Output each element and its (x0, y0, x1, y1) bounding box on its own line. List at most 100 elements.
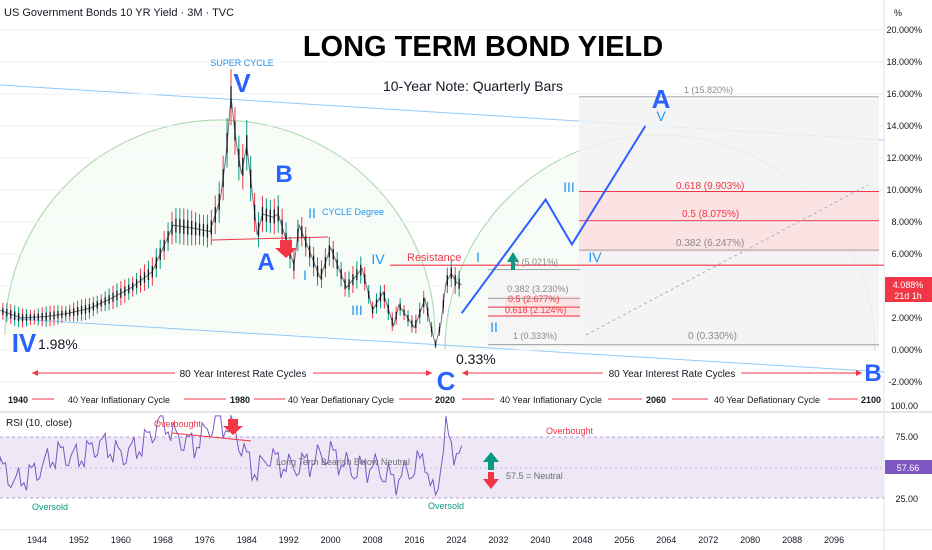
last-price-value: 4.088% (893, 280, 924, 290)
time-tick-label: 1960 (111, 535, 131, 545)
price-tick-label: 2.000% (891, 313, 922, 323)
wave-IV-small-label: IV (371, 251, 385, 267)
time-tick-label: 2064 (656, 535, 676, 545)
projection-II-label: II (490, 319, 498, 335)
arrow-down-red-icon (275, 240, 297, 258)
arrow-right-head-icon (426, 370, 432, 376)
arrow-right-head-icon (856, 370, 862, 376)
cycle-degree-label: CYCLE Degree (322, 207, 384, 217)
time-tick-label: 2096 (824, 535, 844, 545)
time-tick-label: 1992 (279, 535, 299, 545)
fib-large-5-label: 0.5 (8.075%) (682, 209, 739, 220)
time-tick-label: 1976 (195, 535, 215, 545)
rsi-divergence-line[interactable] (171, 432, 252, 442)
time-tick-label: 1952 (69, 535, 89, 545)
background-drawings (0, 84, 885, 373)
fib-small-382-label: 0.382 (3.230%) (507, 284, 569, 294)
price-tick-label: 0.000% (891, 345, 922, 355)
fib-small-zone[interactable] (505, 296, 580, 317)
deflationary-1-label: 40 Year Deflationary Cycle (288, 395, 394, 405)
price-tick-label: 18.000% (886, 57, 922, 67)
wave-I-small-label: I (303, 267, 307, 283)
projection-guide-dashed[interactable] (585, 184, 869, 336)
oversold-left-label: Oversold (32, 502, 68, 512)
time-tick-label: 2024 (446, 535, 466, 545)
projection-path[interactable] (460, 125, 647, 314)
price-tick-label: 14.000% (886, 121, 922, 131)
rsi-arrow-up-green-icon (483, 452, 499, 470)
overbought-right-label: Overbought (546, 426, 594, 436)
rsi-arrow-down-red-icon (483, 472, 499, 489)
fib-small-bottom-label: 1 (0.333%) (513, 331, 557, 341)
price-series-line[interactable] (0, 97, 462, 347)
chart-title: LONG TERM BOND YIELD (303, 31, 663, 63)
fib-lines (488, 96, 879, 346)
price-tick-label: 16.000% (886, 89, 922, 99)
rsi-title: RSI (10, close) (6, 418, 72, 429)
time-tick-label: 1944 (27, 535, 47, 545)
rsi-tick-label: 25.00 (895, 494, 918, 504)
year-2020-label: 2020 (435, 395, 455, 405)
fib-small-5-label: 0.5 (2.677%) (508, 294, 560, 304)
cycles-row-80: 80 Year Interest Rate Cycles 80 Year Int… (32, 365, 862, 380)
deflationary-2-label: 40 Year Deflationary Cycle (714, 395, 820, 405)
symbol-line: US Government Bonds 10 YR Yield · 3M · T… (4, 7, 234, 19)
rsi-line[interactable] (0, 413, 463, 497)
resistance-label: Resistance (407, 252, 461, 264)
arrow-up-green-icon (507, 252, 519, 270)
year-1940-label: 1940 (8, 395, 28, 405)
channel-lower-line[interactable] (0, 317, 885, 373)
price-tick-label: 20.000% (886, 25, 922, 35)
rsi-tick-label: 75.00 (895, 432, 918, 442)
chart-subtitle: 10-Year Note: Quarterly Bars (383, 78, 563, 94)
inflationary-2-label: 40 Year Inflationary Cycle (500, 395, 602, 405)
cycle-arc-left[interactable] (4, 119, 436, 336)
wave-C-label: C (437, 366, 456, 396)
fib-large-618-label: 0.618 (9.903%) (676, 181, 744, 192)
projection-V-label: V (656, 108, 666, 124)
price-tick-label: 6.000% (891, 249, 922, 259)
fib-small-618-label: 0.618 (2.124%) (505, 305, 567, 315)
wave-V-label: V (233, 68, 251, 98)
year-1980-label: 1980 (230, 395, 250, 405)
arrow-left-head-icon (32, 370, 38, 376)
bearish-note: Long Term Bearish Below Neutral (276, 457, 410, 467)
wave-A-right-label: A (652, 84, 671, 114)
time-axis[interactable]: 1944 1952 1960 1968 1976 1984 1992 2000 2008 2016… (27, 535, 844, 545)
wave-II-small-label: II (308, 205, 316, 221)
rsi-last-marker[interactable]: 57.66 (885, 460, 932, 474)
time-tick-label: 2088 (782, 535, 802, 545)
super-cycle-label: SUPER CYCLE (210, 58, 274, 68)
year-2100-label: 2100 (861, 395, 881, 405)
price-tick-label: 10.000% (886, 185, 922, 195)
time-tick-label: 2080 (740, 535, 760, 545)
fib-small-top-label: 0 (5.021%) (514, 257, 558, 267)
wave-III-small-label: III (351, 302, 363, 318)
price-tick-label: 8.000% (891, 217, 922, 227)
time-tick-label: 2016 (405, 535, 425, 545)
oversold-right-label: Oversold (428, 501, 464, 511)
cycles-row-40: 1940 40 Year Inflationary Cycle 1980 40 … (8, 391, 881, 406)
time-tick-label: 2048 (572, 535, 592, 545)
fib-large-382-label: 0.382 (6.247%) (676, 238, 744, 249)
wave-I-recent-label: I (476, 249, 480, 265)
rsi-last-value: 57.66 (897, 463, 920, 473)
cycle-80-right-label: 80 Year Interest Rate Cycles (609, 369, 736, 380)
price-axis[interactable]: 20.000% 18.000% 16.000% 14.000% 12.000% 10.00… (886, 25, 922, 387)
b-wave-level-line[interactable] (211, 236, 329, 241)
price-unit-label: % (894, 8, 902, 18)
time-tick-label: 2032 (488, 535, 508, 545)
time-tick-label: 2008 (363, 535, 383, 545)
last-price-marker[interactable]: 4.088% 21d 1h (885, 277, 932, 302)
wave-IV-label: IV (12, 328, 37, 358)
projection-IV-label: IV (588, 249, 602, 265)
time-tick-label: 2056 (614, 535, 634, 545)
wave-A-left-label: A (257, 249, 274, 276)
fib-large-bottom-label: 0 (0.330%) (688, 331, 737, 342)
rsi-arrow-down-red-icon (223, 419, 243, 435)
low-033-label: 0.33% (456, 351, 496, 367)
cycle-80-left-label: 80 Year Interest Rate Cycles (180, 369, 307, 380)
time-tick-label: 2040 (530, 535, 550, 545)
